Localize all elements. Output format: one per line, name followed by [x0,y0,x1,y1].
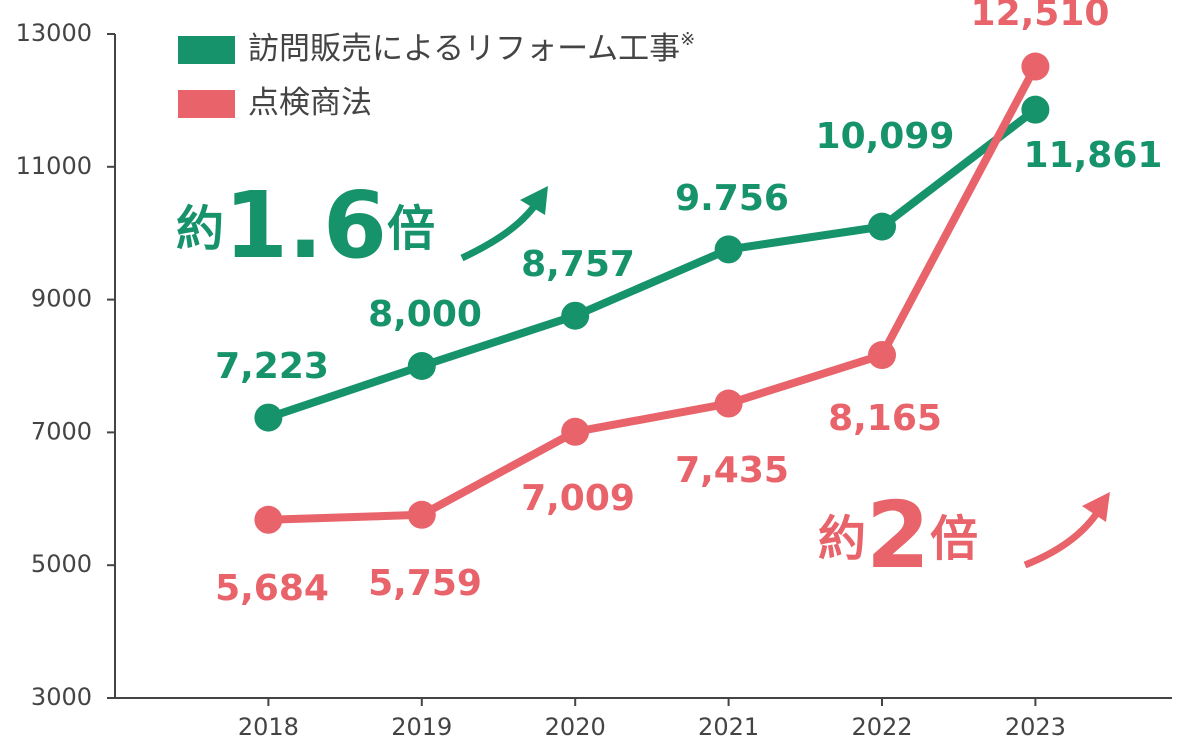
y-tick-label: 11000 [16,152,92,180]
data-label: 5,759 [368,563,482,604]
data-label: 7,223 [215,346,329,387]
data-point [254,403,283,432]
data-point [868,212,896,241]
y-tick-label: 9000 [31,285,92,313]
annotation-part: 約 [176,201,224,257]
data-label: 5,684 [215,568,329,609]
annotation: 約1.6倍 [176,172,435,279]
x-tick-label: 2020 [545,713,606,741]
data-point [714,235,743,264]
annotation: 約2倍 [818,482,978,589]
annotation-part: 倍 [930,511,978,567]
data-label: 9.756 [675,178,789,219]
x-tick-label: 2021 [698,713,759,741]
data-label: 10,099 [816,116,955,157]
data-point [1021,52,1050,81]
data-label: 7,435 [675,450,789,491]
legend-swatch [178,90,235,118]
data-label: 11,861 [1024,135,1163,176]
x-tick-label: 2018 [238,713,299,741]
arrow [1023,503,1106,569]
data-label: 7,009 [521,478,635,519]
data-point [561,417,590,446]
annotation-part: 2 [866,482,930,589]
y-tick-label: 3000 [31,683,92,711]
data-label: 8,757 [521,244,635,285]
x-tick-label: 2019 [391,713,452,741]
data-label: 8,000 [368,294,482,335]
arrow-head [520,186,548,215]
y-tick-label: 7000 [31,417,92,445]
legend-label: 訪問販売によるリフォーム工事※ [248,29,695,67]
data-point [254,505,283,534]
arrow-head [1082,492,1110,522]
legend-note: ※ [680,29,695,50]
data-point [407,500,436,529]
data-label: 8,165 [828,398,942,439]
data-point [561,301,590,330]
series-line [267,106,1038,422]
x-tick-label: 2023 [1005,713,1066,741]
data-point [1021,95,1050,124]
legend-text: 訪問販売によるリフォーム工事 [248,31,680,67]
y-tick-label: 5000 [31,550,92,578]
legend-swatch [178,36,235,64]
x-tick-label: 2022 [851,713,912,741]
annotation-part: 1.6 [224,172,387,279]
data-point [714,389,743,418]
data-label: 12,510 [971,0,1110,34]
y-tick-label: 13000 [16,19,92,47]
series-line [268,64,1039,524]
legend-label: 点検商法 [248,85,372,121]
data-point [868,341,896,370]
legend-text: 点検商法 [248,85,372,121]
annotation-part: 約 [818,511,866,567]
data-point [407,352,436,380]
annotation-part: 倍 [387,201,435,257]
